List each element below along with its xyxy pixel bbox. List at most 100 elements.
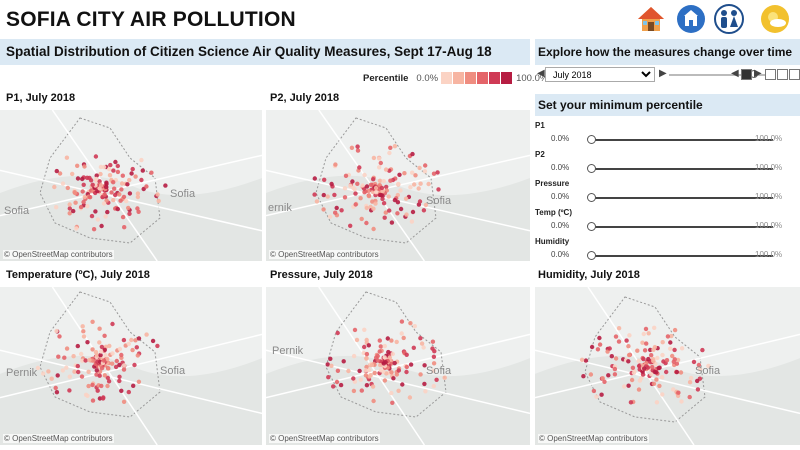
measurement-dot[interactable] (88, 178, 94, 183)
measurement-dot[interactable] (54, 168, 59, 174)
measurement-dot[interactable] (390, 400, 395, 405)
measurement-dot[interactable] (410, 170, 415, 175)
measurement-dot[interactable] (383, 210, 388, 215)
measurement-dot[interactable] (359, 388, 364, 393)
measurement-dot[interactable] (613, 356, 619, 361)
measurement-dot[interactable] (691, 359, 697, 365)
measurement-dot[interactable] (348, 223, 353, 228)
map-attribution[interactable]: © OpenStreetMap contributors (269, 434, 380, 443)
measurement-dot[interactable] (93, 154, 99, 159)
measurement-dot[interactable] (334, 379, 340, 385)
measurement-dot[interactable] (431, 361, 437, 366)
measurement-dot[interactable] (352, 327, 358, 333)
measurement-dot[interactable] (384, 371, 389, 376)
measurement-dot[interactable] (312, 192, 317, 197)
measurement-dot[interactable] (430, 346, 435, 351)
measurement-dot[interactable] (417, 165, 422, 171)
measurement-dot[interactable] (399, 319, 405, 324)
measurement-dot[interactable] (382, 355, 387, 360)
measurement-dot[interactable] (377, 178, 383, 183)
measurement-dot[interactable] (397, 172, 402, 177)
measurement-dot[interactable] (97, 340, 102, 345)
measurement-dot[interactable] (334, 205, 339, 211)
measurement-dot[interactable] (442, 375, 447, 380)
measurement-dot[interactable] (412, 182, 417, 187)
measurement-dot[interactable] (67, 211, 72, 216)
measurement-dot[interactable] (55, 373, 60, 378)
measurement-dot[interactable] (350, 179, 355, 184)
measurement-dot[interactable] (135, 191, 141, 196)
measurement-dot[interactable] (111, 168, 116, 173)
measurement-dot[interactable] (120, 173, 126, 178)
measurement-dot[interactable] (149, 170, 154, 175)
measurement-dot[interactable] (349, 145, 355, 150)
measurement-dot[interactable] (430, 339, 436, 344)
measurement-dot[interactable] (381, 361, 386, 366)
measurement-dot[interactable] (99, 344, 105, 350)
measurement-dot[interactable] (67, 206, 73, 211)
measurement-dot[interactable] (353, 191, 358, 196)
step-back-icon[interactable]: ◀ (731, 68, 739, 79)
measurement-dot[interactable] (101, 201, 107, 206)
measurement-dot[interactable] (74, 226, 79, 231)
measurement-dot[interactable] (111, 197, 116, 203)
measurement-dot[interactable] (605, 349, 610, 354)
map-temp[interactable]: Pernik Sofia © OpenStreetMap contributors (0, 287, 262, 445)
measurement-dot[interactable] (86, 369, 91, 374)
measurement-dot[interactable] (122, 225, 127, 230)
measurement-dot[interactable] (382, 343, 387, 349)
measurement-dot[interactable] (362, 327, 367, 332)
measurement-dot[interactable] (144, 184, 149, 189)
measurement-dot[interactable] (697, 366, 703, 372)
measurement-dot[interactable] (140, 168, 145, 173)
measurement-dot[interactable] (413, 173, 418, 178)
filter-slider[interactable]: 0.0% 100.0% (535, 162, 800, 176)
measurement-dot[interactable] (127, 177, 132, 183)
measurement-dot[interactable] (97, 373, 102, 378)
measurement-dot[interactable] (659, 375, 665, 380)
measurement-dot[interactable] (110, 351, 115, 356)
measurement-dot[interactable] (421, 345, 426, 350)
measurement-dot[interactable] (364, 364, 369, 370)
measurement-dot[interactable] (378, 368, 383, 373)
measurement-dot[interactable] (392, 360, 397, 366)
measurement-dot[interactable] (121, 337, 127, 343)
measurement-dot[interactable] (119, 388, 124, 393)
measurement-dot[interactable] (609, 354, 614, 359)
measurement-dot[interactable] (660, 392, 665, 397)
measurement-dot[interactable] (394, 339, 399, 345)
measurement-dot[interactable] (339, 208, 344, 213)
measurement-dot[interactable] (133, 174, 138, 179)
measurement-dot[interactable] (390, 351, 395, 357)
measurement-dot[interactable] (136, 209, 141, 214)
measurement-dot[interactable] (669, 333, 674, 339)
measurement-dot[interactable] (121, 399, 127, 404)
measurement-dot[interactable] (594, 394, 599, 399)
measurement-dot[interactable] (379, 193, 384, 198)
measurement-dot[interactable] (379, 185, 385, 191)
measurement-dot[interactable] (98, 183, 104, 188)
measurement-dot[interactable] (418, 181, 423, 186)
measurement-dot[interactable] (65, 185, 71, 191)
measurement-dot[interactable] (395, 211, 400, 216)
measurement-dot[interactable] (364, 337, 369, 343)
measurement-dot[interactable] (391, 376, 396, 381)
measurement-dot[interactable] (651, 347, 656, 352)
measurement-dot[interactable] (612, 366, 618, 372)
measurement-dot[interactable] (589, 344, 595, 350)
speed-fast-button[interactable] (789, 69, 800, 80)
measurement-dot[interactable] (628, 400, 634, 405)
measurement-dot[interactable] (135, 206, 140, 211)
play-button[interactable] (741, 69, 752, 80)
measurement-dot[interactable] (436, 187, 441, 192)
measurement-dot[interactable] (89, 213, 95, 219)
measurement-dot[interactable] (118, 198, 123, 203)
measurement-dot[interactable] (650, 364, 655, 370)
measurement-dot[interactable] (87, 195, 93, 200)
measurement-dot[interactable] (591, 388, 597, 394)
map-p1[interactable]: Sofia Sofia © OpenStreetMap contributors (0, 110, 262, 261)
measurement-dot[interactable] (81, 182, 86, 187)
people-icon[interactable] (714, 4, 744, 34)
measurement-dot[interactable] (668, 340, 673, 345)
measurement-dot[interactable] (133, 338, 138, 343)
